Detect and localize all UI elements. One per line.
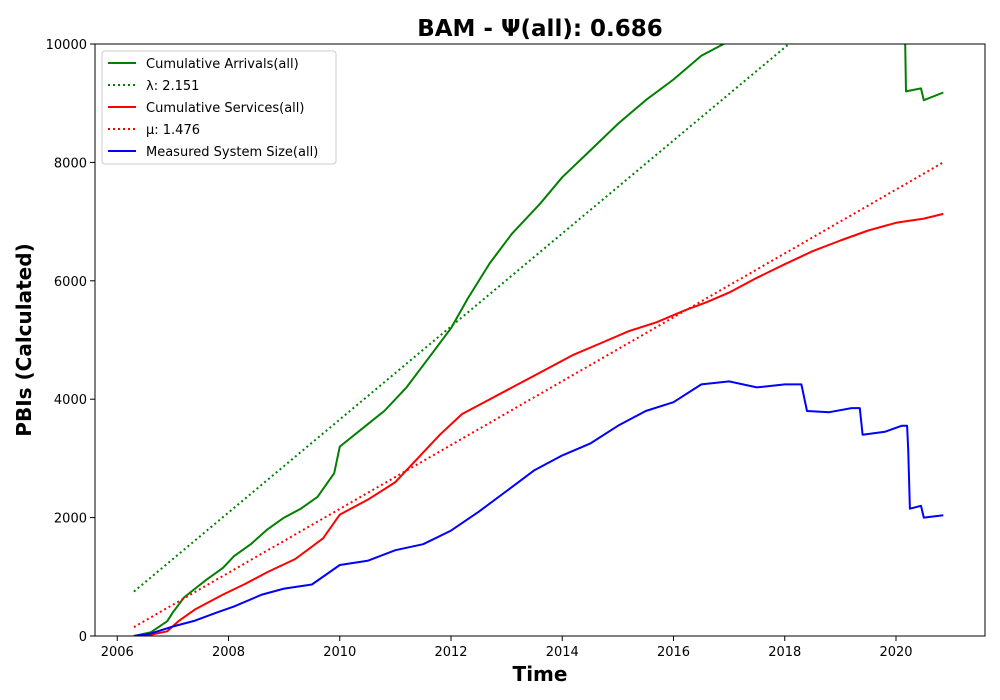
- legend-label: μ: 1.476: [146, 123, 200, 138]
- legend-label: Measured System Size(all): [146, 145, 318, 160]
- series-line: [133, 161, 944, 628]
- y-tick-label: 2000: [54, 512, 87, 527]
- series-layer: [133, 44, 944, 636]
- x-tick-label: 2006: [101, 645, 134, 660]
- legend-label: λ: 2.151: [146, 79, 199, 94]
- series-line: [133, 44, 944, 636]
- y-tick-label: 6000: [54, 275, 87, 290]
- x-tick-label: 2008: [212, 645, 245, 660]
- y-tick-label: 8000: [54, 156, 87, 171]
- x-tick-label: 2020: [879, 645, 912, 660]
- y-tick-label: 0: [79, 630, 87, 645]
- series-line: [133, 44, 791, 593]
- y-tick-label: 4000: [54, 393, 87, 408]
- x-tick-label: 2014: [546, 645, 579, 660]
- x-axis-label: Time: [513, 662, 568, 686]
- legend-box: [101, 50, 337, 165]
- series-line: [133, 212, 944, 636]
- y-axis: 0 2000 4000 6000 8000 10000: [46, 38, 95, 645]
- x-tick-label: 2010: [323, 645, 356, 660]
- y-axis-label: PBIs (Calculated): [12, 243, 36, 436]
- x-tick-label: 2016: [657, 645, 690, 660]
- x-tick-label: 2018: [768, 645, 801, 660]
- y-tick-label: 10000: [46, 38, 87, 53]
- x-axis: 2006 2008 2010 2012 2014 2016 2018 2020: [101, 636, 913, 660]
- plot-frame: [94, 43, 986, 637]
- legend: Cumulative Arrivals(all) λ: 2.151 Cumulati…: [101, 50, 337, 165]
- series-line: [133, 380, 944, 636]
- legend-label: Cumulative Arrivals(all): [146, 57, 299, 72]
- x-tick-label: 2012: [434, 645, 467, 660]
- legend-label: Cumulative Services(all): [146, 101, 304, 116]
- chart-title: BAM - Ψ(all): 0.686: [417, 16, 663, 42]
